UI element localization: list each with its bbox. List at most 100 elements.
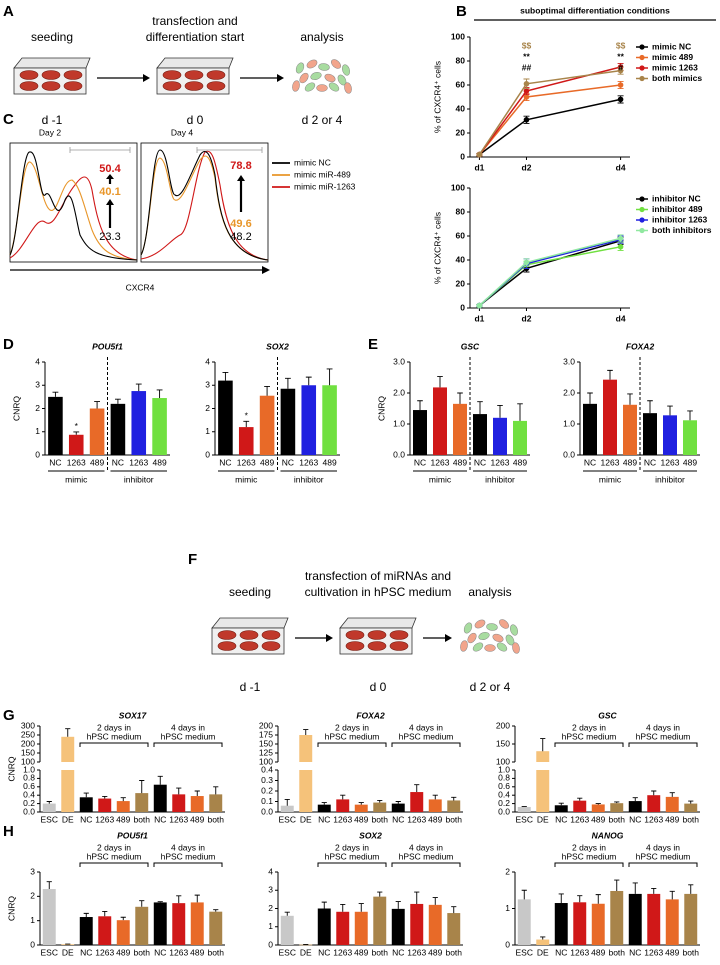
error-bar — [139, 780, 145, 794]
bar — [373, 896, 387, 945]
bar — [68, 434, 84, 455]
x-tick-label: both — [133, 947, 150, 957]
y-tick-label: 3.0 — [393, 356, 405, 366]
error-bar — [194, 894, 200, 903]
arrow-head — [326, 634, 333, 642]
error-bar — [577, 797, 583, 801]
step-label: transfection and — [152, 14, 237, 28]
y-tick-label: 0 — [35, 449, 40, 459]
x-tick-label: both — [608, 947, 625, 957]
x-tick-label: 489 — [116, 947, 130, 957]
error-bar — [688, 884, 694, 894]
y-tick-label: 20 — [456, 278, 466, 288]
error-bar — [358, 903, 364, 912]
bar — [623, 404, 637, 455]
y-tick-label: 80 — [456, 55, 466, 65]
error-bar — [115, 398, 121, 404]
well — [217, 630, 237, 640]
group-label: mimic — [235, 474, 258, 484]
y-tick-label: 200 — [496, 720, 510, 730]
error-bar — [632, 797, 638, 802]
y-tick-label: 40 — [456, 103, 466, 113]
group-label: hPSC medium — [87, 851, 142, 861]
bar — [354, 911, 368, 945]
flow-value: 78.8 — [230, 160, 251, 172]
well — [19, 70, 39, 80]
well — [389, 630, 409, 640]
x-tick-label: 1263 — [237, 457, 256, 467]
error-bar — [577, 895, 583, 903]
x-tick-label: 1263 — [95, 814, 114, 824]
bar — [98, 798, 112, 812]
error-bar — [176, 895, 182, 904]
bar — [299, 735, 313, 812]
bar — [209, 911, 223, 945]
bar — [433, 387, 447, 455]
group-label: 2 days in — [97, 722, 131, 732]
error-bar — [414, 891, 420, 904]
bar — [428, 799, 442, 812]
step-day: d -1 — [42, 113, 63, 127]
bar — [153, 902, 167, 945]
bar — [280, 388, 296, 455]
bar — [683, 420, 697, 455]
chart-title: SOX2 — [266, 341, 289, 351]
arrow-head — [445, 634, 452, 642]
well — [261, 630, 281, 640]
error-bar — [139, 900, 145, 907]
y-tick-label: 4 — [268, 866, 273, 876]
y-tick-label: 3 — [205, 380, 210, 390]
error-bar — [540, 936, 546, 940]
error-bar — [156, 389, 163, 399]
legend-swatch — [639, 206, 645, 213]
y-tick-label: 20 — [456, 127, 466, 137]
well — [389, 641, 409, 651]
x-tick-label: d1 — [474, 162, 484, 172]
error-bar — [667, 405, 673, 416]
x-tick-label: 1263 — [95, 947, 114, 957]
cell — [463, 622, 473, 634]
cell — [484, 644, 496, 652]
cell — [310, 72, 322, 80]
error-bar — [321, 901, 327, 909]
x-tick-label: both — [445, 947, 462, 957]
bar — [554, 903, 568, 945]
bar — [172, 903, 186, 945]
error-bar — [614, 879, 620, 891]
bar — [317, 908, 331, 945]
legend-label: mimic 1263 — [652, 62, 698, 72]
y-tick-label: 0.2 — [23, 798, 35, 808]
x-tick-label: NC — [49, 457, 61, 467]
error-bar — [46, 801, 52, 804]
cell — [467, 632, 477, 644]
bar — [628, 801, 642, 812]
well — [41, 70, 61, 80]
bar — [665, 899, 679, 945]
flow-value: 23.3 — [99, 231, 120, 243]
x-tick-label: 1263 — [169, 814, 188, 824]
y-tick-label: 0.3 — [261, 775, 273, 785]
group-label: 4 days in — [646, 842, 680, 852]
chart-title: SOX17 — [119, 710, 148, 720]
y-tick-label: 100 — [451, 182, 465, 192]
series-line — [478, 84, 621, 156]
x-tick-label: 489 — [354, 814, 368, 824]
error-bar — [377, 891, 383, 897]
error-bar — [432, 794, 438, 800]
step-day: d 0 — [187, 113, 204, 127]
significance: $$ — [522, 40, 532, 50]
error-bar — [83, 912, 89, 918]
y-tick-label: 2 — [205, 403, 210, 413]
error-bar — [687, 410, 693, 421]
error-bar — [222, 372, 229, 381]
step-day: d 2 or 4 — [302, 113, 343, 127]
x-tick-label: 1263 — [431, 457, 450, 467]
y-tick-label: 100 — [259, 756, 273, 766]
x-tick-label: 489 — [190, 814, 204, 824]
chart-title: FOXA2 — [626, 341, 655, 351]
panel-letter: H — [3, 823, 14, 840]
legend-label: mimic NC — [294, 157, 331, 167]
significance: * — [75, 421, 79, 431]
y-axis-label: CNRQ — [6, 756, 16, 781]
step-label: transfection of miRNAs and — [305, 569, 451, 583]
